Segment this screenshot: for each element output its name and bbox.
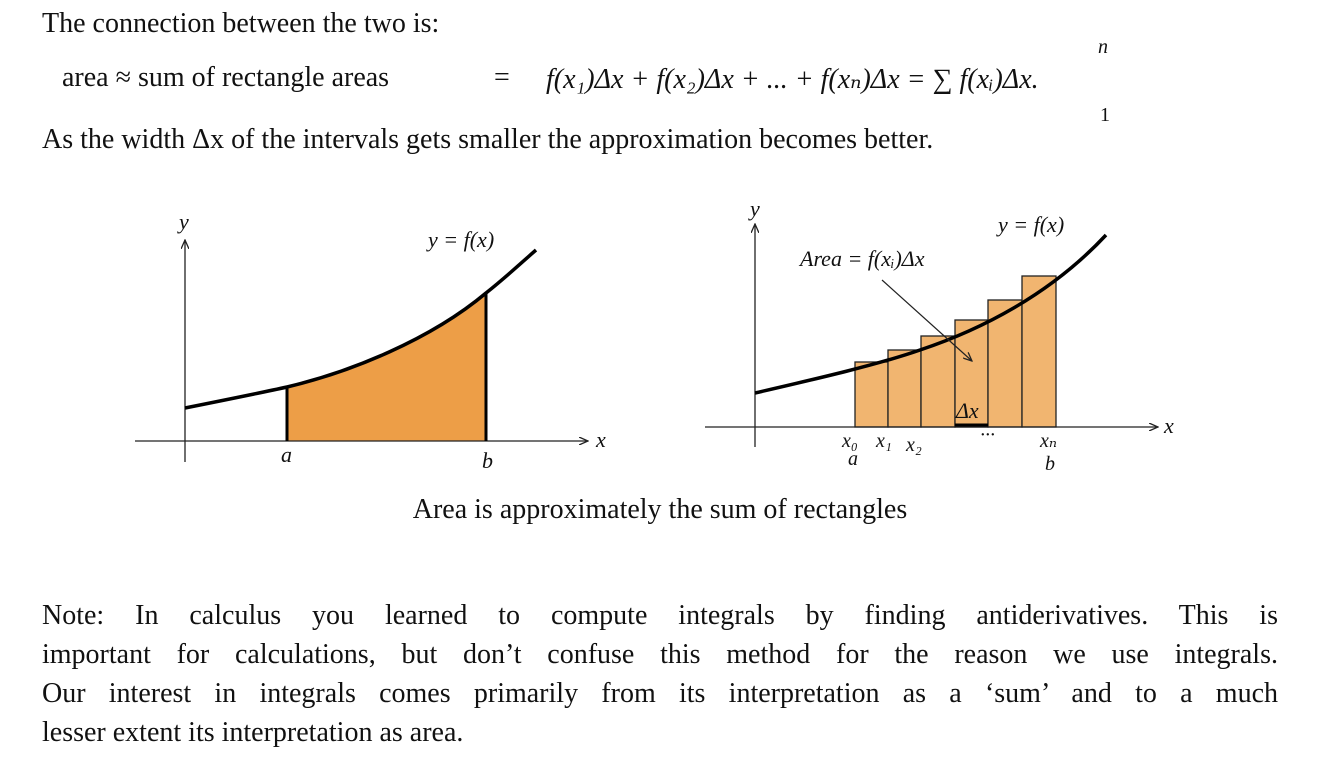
sum-lower-limit: 1 xyxy=(1100,104,1110,126)
area-pointer-arrow xyxy=(881,279,972,361)
xn-label: xₙ xyxy=(1039,430,1057,452)
dots-label: ··· xyxy=(980,424,995,446)
right-x-label: x xyxy=(1163,413,1174,438)
rectangle-5 xyxy=(987,299,1023,428)
area-formula-label: Area = f(xᵢ)Δx xyxy=(798,246,925,271)
left-figure: y x y = f(x) a b xyxy=(135,209,606,473)
left-a-label: a xyxy=(281,442,292,467)
left-x-label: x xyxy=(595,427,606,452)
right-b-label: b xyxy=(1045,453,1055,475)
left-curve-label: y = f(x) xyxy=(426,227,494,252)
x0-label: x₀ xyxy=(841,430,858,452)
right-curve xyxy=(754,233,1108,395)
figure-caption: Area is approximately the sum of rectang… xyxy=(412,494,908,525)
intro-text: The connection between the two is: xyxy=(42,8,440,39)
left-b-label: b xyxy=(482,448,493,473)
equation-rhs: f(x₁)Δx + f(x₂)Δx + ... + f(xₙ)Δx = ∑ f(… xyxy=(546,64,1039,95)
right-y-label: y xyxy=(748,196,760,221)
sum-upper-limit: n xyxy=(1098,36,1108,58)
note-line-3: Our interest in integrals comes primaril… xyxy=(42,678,1278,709)
note-line-4: lesser extent its interpretation as area… xyxy=(42,717,464,748)
rectangle-2 xyxy=(887,349,922,428)
x2-label: x₂ xyxy=(905,434,922,456)
equation-equals: = xyxy=(494,62,510,93)
rectangles xyxy=(854,275,1057,428)
approximation-sentence: As the width Δx of the intervals gets sm… xyxy=(42,124,934,155)
rectangle-1 xyxy=(854,361,889,428)
note-line-1: Note: In calculus you learned to compute… xyxy=(42,600,1278,631)
left-y-label: y xyxy=(177,209,189,234)
left-curve xyxy=(184,248,538,410)
delta-x-label: Δx xyxy=(955,398,979,423)
right-a-label: a xyxy=(848,448,858,470)
note-paragraph: Note: In calculus you learned to compute… xyxy=(42,596,1278,752)
rectangle-4 xyxy=(954,319,989,428)
x1-label: x₁ xyxy=(875,430,892,452)
note-line-2: important for calculations, but don’t co… xyxy=(42,639,1278,670)
left-shaded-area xyxy=(287,293,486,441)
rectangle-3 xyxy=(920,335,956,428)
right-figure: y x y = f(x) Area = f(xᵢ)Δx Δx x₀ x₁ x₂ … xyxy=(705,196,1174,475)
equation-lhs: area ≈ sum of rectangle areas xyxy=(62,62,390,93)
right-curve-label: y = f(x) xyxy=(996,212,1064,237)
